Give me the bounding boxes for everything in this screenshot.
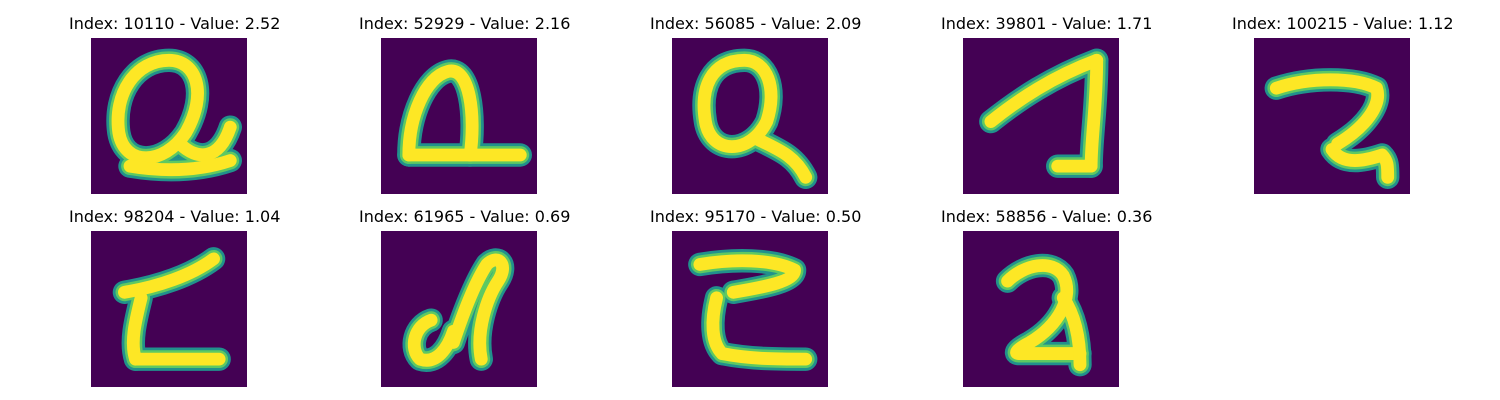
panel-title: Index: 56085 - Value: 2.09 xyxy=(650,14,862,33)
panel-7: Index: 61965 - Value: 0.69 xyxy=(359,205,571,387)
digit-image xyxy=(381,38,537,194)
panel-1: Index: 10110 - Value: 2.52 xyxy=(69,12,281,194)
panel-title: Index: 61965 - Value: 0.69 xyxy=(359,207,571,226)
panel-8: Index: 95170 - Value: 0.50 xyxy=(650,205,862,387)
digit-image xyxy=(91,38,247,194)
digit-image xyxy=(91,231,247,387)
digit-image xyxy=(381,231,537,387)
digit-image xyxy=(963,231,1119,387)
panel-title: Index: 39801 - Value: 1.71 xyxy=(941,14,1153,33)
digit-image xyxy=(672,231,828,387)
digit-image xyxy=(1254,38,1410,194)
panel-title: Index: 10110 - Value: 2.52 xyxy=(69,14,281,33)
digit-image xyxy=(672,38,828,194)
panel-3: Index: 56085 - Value: 2.09 xyxy=(650,12,862,194)
panel-4: Index: 39801 - Value: 1.71 xyxy=(941,12,1153,194)
panel-title: Index: 52929 - Value: 2.16 xyxy=(359,14,571,33)
panel-title: Index: 100215 - Value: 1.12 xyxy=(1232,14,1454,33)
panel-5: Index: 100215 - Value: 1.12 xyxy=(1232,12,1454,194)
panel-2: Index: 52929 - Value: 2.16 xyxy=(359,12,571,194)
panel-title: Index: 58856 - Value: 0.36 xyxy=(941,207,1153,226)
panel-title: Index: 98204 - Value: 1.04 xyxy=(69,207,281,226)
panel-9: Index: 58856 - Value: 0.36 xyxy=(941,205,1153,387)
panel-6: Index: 98204 - Value: 1.04 xyxy=(69,205,281,387)
panel-title: Index: 95170 - Value: 0.50 xyxy=(650,207,862,226)
digit-image xyxy=(963,38,1119,194)
